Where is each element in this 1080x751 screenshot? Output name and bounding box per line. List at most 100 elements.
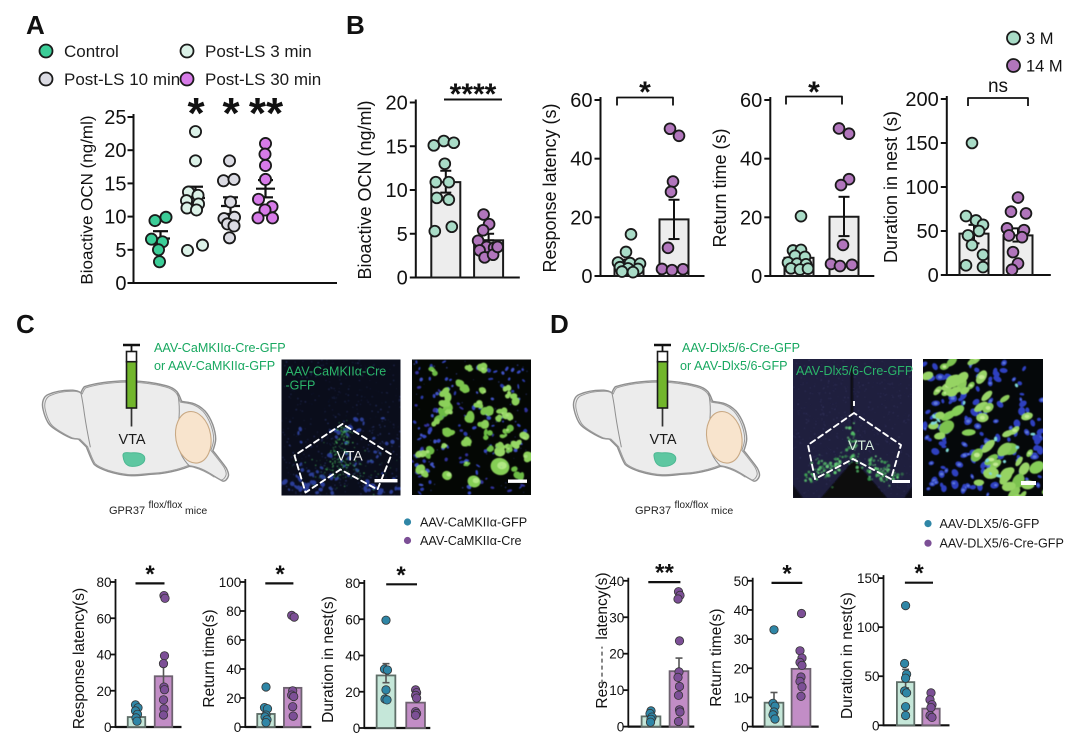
svg-text:10: 10 [609, 683, 624, 698]
svg-text:20: 20 [740, 207, 762, 229]
svg-text:mice: mice [185, 505, 207, 517]
svg-text:30: 30 [734, 632, 749, 647]
svg-text:20: 20 [570, 207, 592, 229]
svg-text:50: 50 [734, 574, 749, 589]
svg-text:AAV-CaMKIIα-Cre: AAV-CaMKIIα-Cre [286, 365, 387, 379]
svg-text:150: 150 [905, 133, 938, 155]
svg-text:Post-LS 30 min: Post-LS 30 min [205, 70, 321, 89]
svg-text:100: 100 [219, 575, 242, 590]
svg-text:20: 20 [386, 93, 408, 115]
svg-text:Duration in nest (s): Duration in nest (s) [881, 111, 901, 263]
svg-text:0: 0 [104, 720, 112, 735]
svg-text:GPR37: GPR37 [109, 505, 145, 517]
svg-text:150: 150 [857, 571, 880, 586]
svg-text:0: 0 [741, 720, 749, 735]
svg-text:or AAV-Dlx5/6-GFP: or AAV-Dlx5/6-GFP [680, 359, 788, 373]
svg-text:VTA: VTA [337, 448, 364, 464]
svg-text:0: 0 [581, 266, 592, 288]
svg-text:40: 40 [96, 648, 111, 663]
svg-text:0: 0 [928, 265, 939, 287]
svg-text:0: 0 [353, 721, 361, 736]
svg-text:20: 20 [96, 684, 111, 699]
svg-text:Return time(s): Return time(s) [708, 609, 725, 707]
svg-text:Post-LS 10 min: Post-LS 10 min [64, 70, 180, 89]
svg-text:AAV-CaMKIIα-Cre-GFP: AAV-CaMKIIα-Cre-GFP [154, 341, 286, 355]
svg-text:20: 20 [734, 661, 749, 676]
svg-text:Res: Res [594, 681, 611, 709]
svg-text:Bioactive OCN (ng/ml): Bioactive OCN (ng/ml) [78, 115, 97, 284]
svg-text:AAV-DLX5/6-GFP: AAV-DLX5/6-GFP [940, 517, 1040, 531]
svg-text:0: 0 [751, 266, 762, 288]
svg-text:50: 50 [864, 669, 879, 684]
svg-text:20: 20 [104, 140, 126, 162]
svg-text:Duration in nest(s): Duration in nest(s) [839, 592, 856, 719]
svg-text:GPR37: GPR37 [635, 505, 671, 517]
svg-text:60: 60 [570, 90, 592, 112]
svg-text:flox/flox: flox/flox [675, 500, 709, 511]
svg-text:B: B [346, 10, 365, 40]
svg-text:30: 30 [609, 610, 624, 625]
svg-text:10: 10 [734, 690, 749, 705]
svg-text:14 M: 14 M [1026, 58, 1063, 76]
svg-text:AAV-CaMKIIα-GFP: AAV-CaMKIIα-GFP [420, 516, 527, 530]
svg-text:*: * [275, 561, 285, 588]
svg-text:Duration in nest(s): Duration in nest(s) [320, 596, 337, 723]
svg-text:**: ** [249, 89, 284, 138]
svg-text:or AAV-CaMKIIα-GFP: or AAV-CaMKIIα-GFP [154, 359, 275, 373]
svg-text:40: 40 [609, 574, 624, 589]
svg-text:A: A [26, 10, 45, 40]
svg-text:0: 0 [115, 273, 126, 295]
svg-text:60: 60 [226, 633, 241, 648]
svg-text:15: 15 [104, 173, 126, 195]
svg-text:mice: mice [711, 505, 733, 517]
svg-text:40: 40 [740, 149, 762, 171]
svg-text:*: * [187, 89, 205, 138]
svg-text:10: 10 [104, 207, 126, 229]
svg-text:5: 5 [397, 224, 408, 246]
svg-text:200: 200 [905, 89, 938, 111]
svg-text:50: 50 [917, 221, 939, 243]
svg-text:Return time (s): Return time (s) [710, 128, 730, 247]
svg-text:60: 60 [345, 612, 360, 627]
svg-text:40: 40 [570, 149, 592, 171]
svg-text:3 M: 3 M [1026, 30, 1054, 48]
svg-text:AAV-Dlx5/6-Cre-GFP: AAV-Dlx5/6-Cre-GFP [682, 341, 800, 355]
svg-text:AAV-CaMKIIα-Cre: AAV-CaMKIIα-Cre [420, 534, 522, 548]
svg-text:-GFP: -GFP [286, 379, 316, 393]
svg-text:5: 5 [115, 240, 126, 262]
svg-text:AAV-Dlx5/6-Cre-GFP: AAV-Dlx5/6-Cre-GFP [796, 364, 913, 378]
svg-text:100: 100 [905, 177, 938, 199]
svg-text:*: * [914, 560, 924, 587]
svg-text:latency(s): latency(s) [594, 572, 611, 639]
svg-text:0: 0 [397, 268, 408, 290]
svg-text:D: D [550, 309, 569, 339]
svg-text:0: 0 [617, 720, 625, 735]
svg-text:0: 0 [872, 718, 880, 733]
svg-text:AAV-DLX5/6-Cre-GFP: AAV-DLX5/6-Cre-GFP [940, 537, 1064, 551]
svg-text:80: 80 [96, 575, 111, 590]
svg-text:**: ** [655, 560, 674, 587]
svg-text:Bioactive OCN (ng/ml): Bioactive OCN (ng/ml) [355, 100, 375, 279]
svg-text:ns: ns [988, 76, 1008, 97]
svg-text:0: 0 [234, 720, 242, 735]
svg-text:VTA: VTA [118, 432, 145, 448]
svg-text:Return time(s): Return time(s) [201, 609, 218, 707]
svg-text:60: 60 [740, 90, 762, 112]
svg-text:60: 60 [96, 611, 111, 626]
svg-text:40: 40 [226, 662, 241, 677]
svg-text:40: 40 [734, 603, 749, 618]
svg-text:25: 25 [104, 107, 126, 129]
svg-text:*: * [639, 76, 651, 109]
svg-text:20: 20 [226, 691, 241, 706]
svg-text:10: 10 [386, 180, 408, 202]
svg-text:*: * [222, 89, 240, 138]
svg-text:Response latency (s): Response latency (s) [540, 103, 560, 272]
svg-text:15: 15 [386, 136, 408, 158]
svg-text:20: 20 [609, 647, 624, 662]
svg-text:*: * [808, 76, 820, 109]
svg-text:*: * [145, 561, 155, 588]
svg-text:C: C [16, 309, 35, 339]
svg-text:20: 20 [345, 685, 360, 700]
svg-text:flox/flox: flox/flox [149, 500, 183, 511]
svg-text:80: 80 [345, 576, 360, 591]
